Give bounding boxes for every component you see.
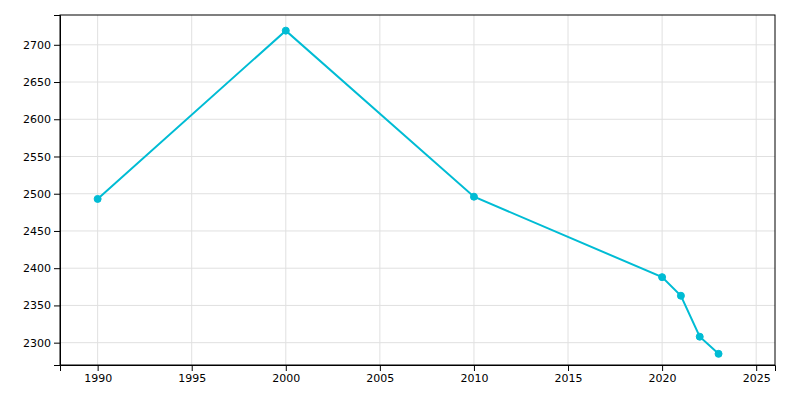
y-tick: 2300 [23,337,60,350]
grid-line-y [60,119,775,120]
grid-line-y [60,156,775,157]
grid-line-x [568,15,569,365]
x-tick-mark [756,365,757,371]
y-tick-label: 2400 [23,262,51,275]
x-tick: 2020 [649,365,677,385]
grid-line-x [473,15,474,365]
y-tick-mark [54,119,60,120]
x-tick: 2015 [555,365,583,385]
y-tick: 2350 [23,299,60,312]
x-tick-label: 1995 [178,372,206,385]
x-tick-mark [286,365,287,371]
grid-line-y [60,305,775,306]
point [715,350,722,357]
y-tick-mark [54,156,60,157]
y-tick-label: 2650 [23,76,51,89]
chart-svg: 1990 1995 2000 2005 2010 2015 2020 2025 2300 2350… [0,0,800,400]
x-tick: 1995 [178,365,206,385]
y-tick-label: 2600 [23,113,51,126]
y-tick: 2550 [23,151,60,164]
x-tick: 2000 [272,365,300,385]
y-tick-mark [54,343,60,344]
plot-area: 1990 1995 2000 2005 2010 2015 2020 2025 2300 2350… [23,15,776,385]
x-tick: 2010 [460,365,488,385]
grid-line-x [662,15,663,365]
x-tick: 2005 [366,365,394,385]
y-tick-mark [54,305,60,306]
grid-line-y [60,44,775,45]
x-tick-mark [662,365,663,371]
marks [94,27,722,357]
x-tick-mark [474,365,475,371]
y-tick-mark [54,194,60,195]
x-tick-label: 2005 [366,372,394,385]
x-tick-mark [98,365,99,371]
grid [60,15,775,365]
x-tick-label: 2015 [555,372,583,385]
y-tick-mark [54,231,60,232]
x-tick: 2025 [743,365,771,385]
grid-line-x [191,15,192,365]
y-tick-mark [54,82,60,83]
y-tick-label: 2550 [23,151,51,164]
y-tick: 2600 [23,113,60,126]
y-tick-label: 2500 [23,188,51,201]
y-tick-mark [54,45,60,46]
y-tick-label: 2300 [23,337,51,350]
plot-frame [60,15,775,365]
point [677,292,684,299]
grid-line-y [60,342,775,343]
grid-line-y [60,82,775,83]
y-tick: 2700 [23,39,60,52]
point [659,274,666,281]
grid-line-x [285,15,286,365]
point [470,193,477,200]
x-tick-mark [192,365,193,371]
grid-line-y [60,230,775,231]
x-tick-label: 2000 [272,372,300,385]
x-tick-mark [380,365,381,371]
x-tick-label: 2025 [743,372,771,385]
grid-line-x [97,15,98,365]
y-axis: 2300 2350 2400 2450 2500 2550 2600 2650 2700 [23,16,61,366]
point [282,27,289,34]
grid-line-y [60,193,775,194]
point [696,333,703,340]
x-tick: 1990 [84,365,112,385]
y-tick-label: 2700 [23,39,51,52]
y-tick: 2450 [23,225,60,238]
x-tick-mark [568,365,569,371]
y-tick: 2500 [23,188,60,201]
grid-line-x [756,15,757,365]
y-tick: 2650 [23,76,60,89]
point [94,195,101,202]
x-axis-line [61,366,776,372]
y-tick-label: 2450 [23,225,51,238]
x-tick-label: 2020 [649,372,677,385]
line [98,31,719,354]
y-tick-label: 2350 [23,299,51,312]
y-tick-mark [54,268,60,269]
y-tick: 2400 [23,262,60,275]
x-tick-label: 1990 [84,372,112,385]
x-tick-label: 2010 [460,372,488,385]
x-axis: 1990 1995 2000 2005 2010 2015 2020 2025 [61,365,776,385]
grid-line-x [379,15,380,365]
grid-line-y [60,268,775,269]
